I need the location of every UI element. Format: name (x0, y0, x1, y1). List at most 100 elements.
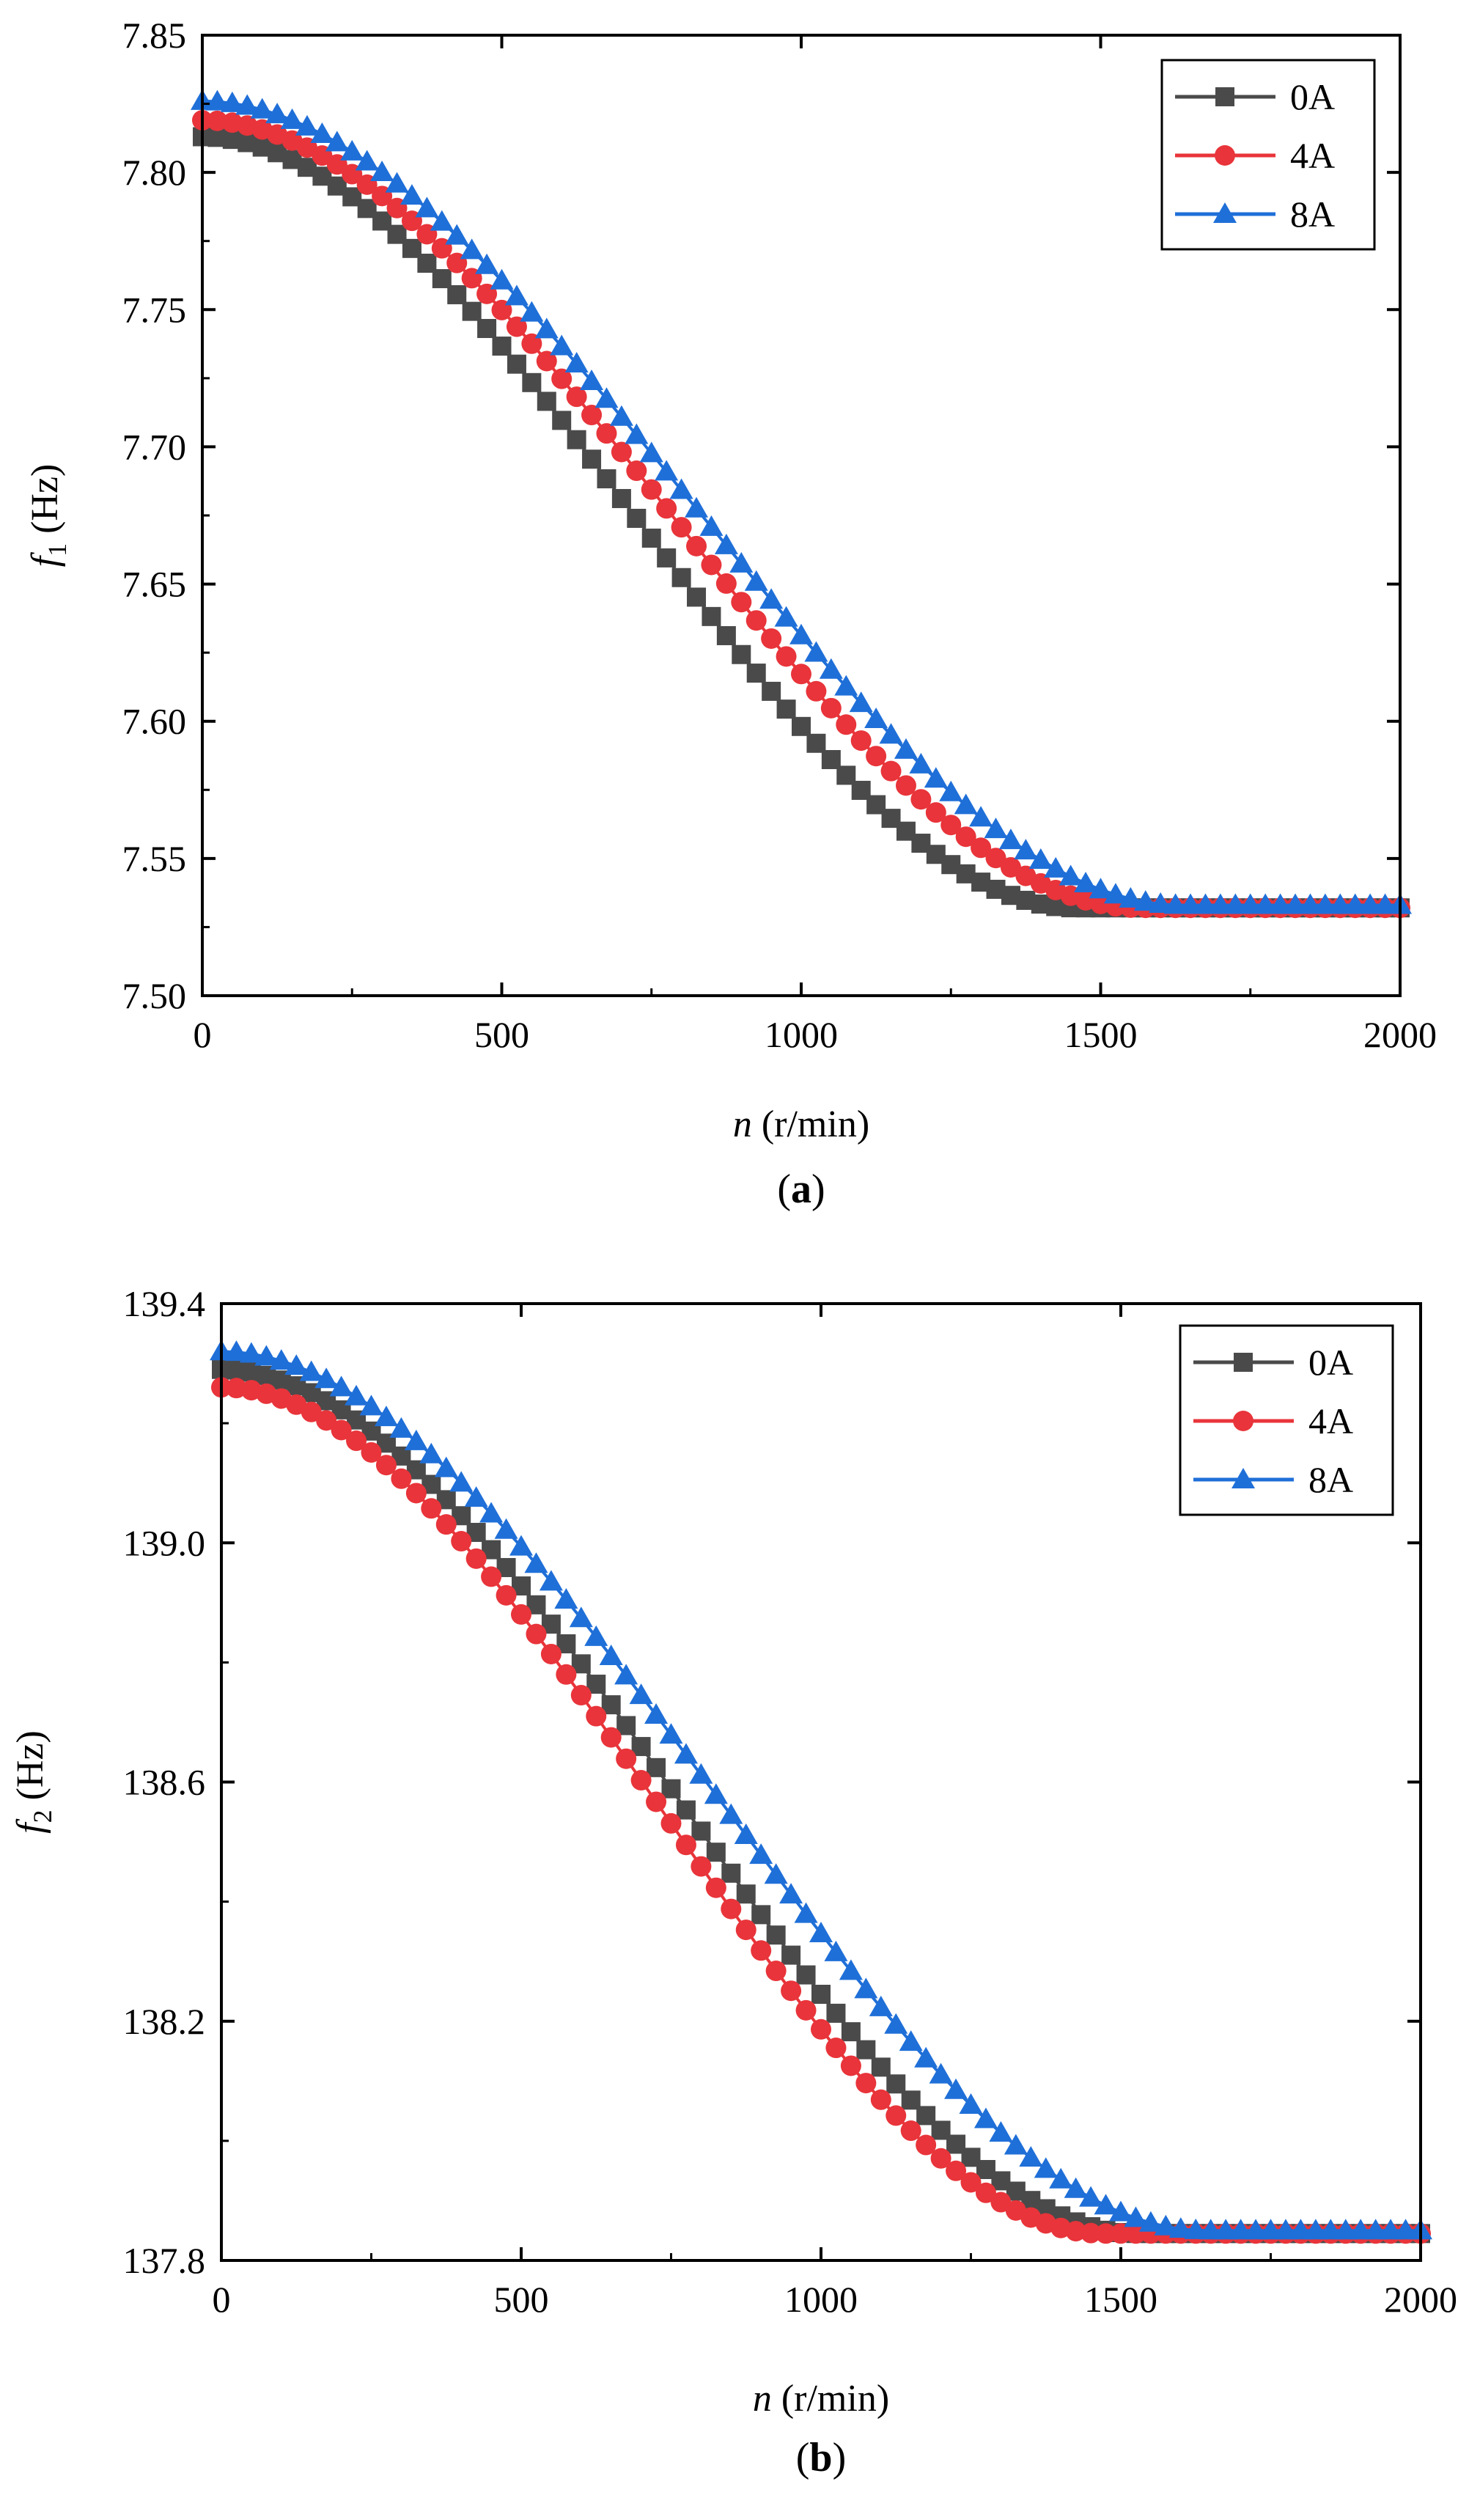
x-tick-label: 500 (474, 1014, 529, 1055)
data-point-4A (985, 848, 1006, 869)
data-point-8A (824, 1940, 848, 1961)
data-point-4A (701, 554, 722, 576)
data-point-4A (1000, 856, 1021, 878)
data-point-4A (526, 1623, 547, 1645)
y-axis-unit: (Hz) (10, 1730, 51, 1810)
data-point-4A (745, 610, 767, 631)
data-point-8A (329, 1375, 353, 1397)
data-point-8A (295, 114, 319, 136)
data-point-8A (475, 253, 499, 274)
data-point-4A (820, 697, 842, 719)
data-point-0A (477, 319, 497, 339)
y-tick-label: 139.4 (123, 1283, 206, 1324)
data-point-8A (434, 1456, 458, 1477)
data-point-8A (834, 675, 858, 696)
data-point-4A (705, 1877, 726, 1898)
data-point-8A (509, 1535, 533, 1556)
data-point-4A (840, 2055, 861, 2076)
data-point-8A (625, 423, 649, 444)
data-point-8A (1328, 893, 1352, 914)
data-point-8A (205, 89, 229, 111)
data-point-8A (325, 131, 349, 152)
data-point-4A (226, 1378, 247, 1399)
data-point-0A (856, 2040, 876, 2060)
data-point-8A (704, 1783, 728, 1804)
data-point-8A (419, 1442, 443, 1463)
data-point-8A (460, 238, 484, 260)
data-point-8A (744, 570, 768, 591)
y-tick-label: 7.80 (122, 152, 187, 193)
x-tick-label: 1000 (784, 2279, 858, 2320)
data-point-8A (944, 2078, 968, 2099)
data-point-8A (280, 108, 304, 129)
chart-panel-b: 0 500 1000 1500 2000 137.8 138.2 138.6 139.0 139.… (10, 1283, 1457, 2480)
data-point-8A (554, 1588, 578, 1609)
data-point-8A (1289, 2219, 1313, 2240)
data-point-4A (806, 680, 827, 702)
data-point-4A (836, 714, 857, 735)
data-point-4A (731, 592, 752, 613)
data-point-0A (751, 1905, 771, 1925)
legend-marker-8A (1213, 202, 1237, 223)
y-tick-label: 7.50 (122, 975, 187, 1016)
data-point-8A (764, 1863, 788, 1884)
panel-letter: b (809, 2435, 832, 2480)
data-point-8A (789, 623, 813, 644)
data-point-4A (940, 815, 962, 836)
data-point-8A (539, 1570, 563, 1591)
series-group (191, 89, 1412, 919)
data-point-8A (839, 1959, 863, 1980)
data-point-8A (614, 1664, 638, 1685)
legend-marker-8A (1232, 1468, 1255, 1488)
data-point-4A (715, 573, 737, 594)
data-point-8A (490, 268, 514, 290)
data-point-0A (826, 2003, 846, 2023)
data-point-8A (1244, 2219, 1268, 2240)
data-point-8A (494, 1518, 518, 1539)
data-point-0A (762, 681, 781, 701)
data-point-8A (884, 2013, 908, 2034)
data-point-8A (1094, 2194, 1118, 2215)
data-point-4A (566, 386, 587, 408)
data-point-4A (435, 1514, 457, 1535)
data-point-8A (1004, 2134, 1028, 2155)
y-tick-label: 7.60 (122, 701, 187, 742)
data-point-8A (1163, 893, 1188, 914)
data-point-8A (269, 1349, 293, 1370)
data-point-8A (1214, 2219, 1238, 2240)
data-point-4A (600, 1727, 622, 1748)
data-point-4A (611, 441, 632, 463)
data-point-8A (779, 1883, 803, 1904)
data-point-8A (685, 496, 709, 518)
x-tick-label: 2000 (1363, 1014, 1437, 1055)
data-point-0A (552, 411, 572, 430)
data-point-8A (924, 767, 948, 788)
data-point-8A (959, 2093, 983, 2115)
data-point-4A (916, 2134, 937, 2156)
data-point-8A (340, 139, 364, 161)
data-point-8A (989, 2120, 1013, 2142)
data-point-0A (796, 1965, 816, 1985)
data-point-8A (849, 691, 873, 713)
data-point-4A (630, 1770, 652, 1791)
data-point-8A (1064, 2177, 1088, 2198)
data-point-4A (511, 1604, 531, 1625)
data-point-4A (791, 664, 811, 685)
data-point-8A (594, 387, 619, 408)
data-point-8A (415, 196, 439, 218)
legend-item-4A: 4A (1193, 1400, 1353, 1441)
data-point-4A (1095, 2223, 1116, 2244)
data-point-4A (556, 1664, 577, 1685)
data-point-4A (616, 1748, 637, 1769)
data-point-8A (729, 551, 754, 573)
data-point-8A (899, 2030, 923, 2051)
data-point-8A (1349, 2219, 1373, 2240)
data-point-8A (355, 150, 379, 171)
data-point-8A (914, 2046, 938, 2068)
data-point-8A (909, 752, 933, 774)
data-point-8A (1313, 893, 1337, 914)
data-point-8A (1179, 893, 1203, 914)
legend: 0A 4A 8A (1179, 1324, 1394, 1516)
data-point-0A (811, 1985, 831, 2005)
data-point-8A (1109, 2200, 1133, 2222)
